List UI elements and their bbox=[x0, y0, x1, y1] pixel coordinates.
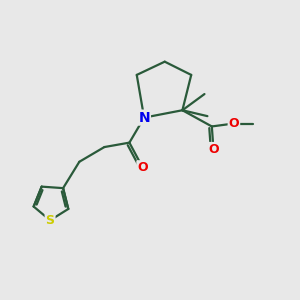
Text: N: N bbox=[138, 111, 150, 124]
Text: O: O bbox=[229, 117, 239, 130]
Text: S: S bbox=[46, 214, 55, 227]
Text: O: O bbox=[137, 161, 148, 174]
Text: O: O bbox=[208, 143, 219, 156]
